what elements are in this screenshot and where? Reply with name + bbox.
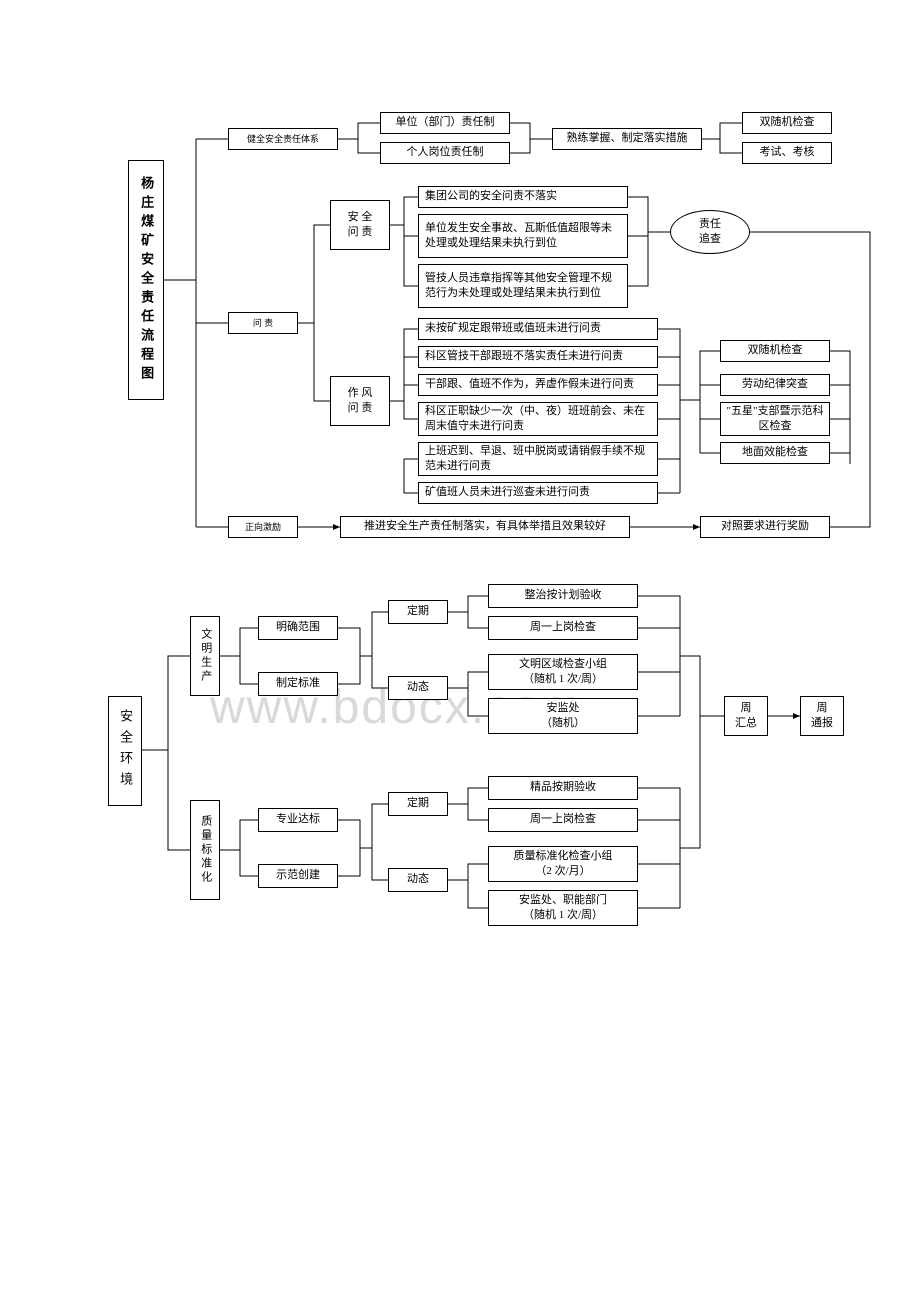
d2-cp1: 整治按计划验收 (488, 584, 638, 608)
d2-qual: 质量标准化 (190, 800, 220, 900)
d1-r3-c: 对照要求进行奖励 (700, 516, 830, 538)
d1-r1-c: 熟练掌握、制定落实措施 (552, 128, 702, 150)
d2-cp2: 周一上岗检查 (488, 616, 638, 640)
d1-r-r2: 劳动纪律突查 (720, 374, 830, 396)
d1-r1-a: 健全安全责任体系 (228, 128, 338, 150)
d2-c-dynamic: 动态 (388, 676, 448, 700)
d1-w3: 干部跟、值班不作为，弄虚作假未进行问责 (418, 374, 658, 396)
d1-r3-a: 正向激励 (228, 516, 298, 538)
d2-c-period: 定期 (388, 600, 448, 624)
d2-qp2: 周一上岗检查 (488, 808, 638, 832)
d2-q1: 专业达标 (258, 808, 338, 832)
d1-safety: 安 全 问 责 (330, 200, 390, 250)
d1-r1-b2: 个人岗位责任制 (380, 142, 510, 164)
d1-w4: 科区正职缺少一次（中、夜）班班前会、未在周末值守未进行问责 (418, 402, 658, 436)
d1-r1-d1: 双随机检查 (742, 112, 832, 134)
d2-q-dynamic: 动态 (388, 868, 448, 892)
d1-s1: 集团公司的安全问责不落实 (418, 186, 628, 208)
d1-w1: 未按矿规定跟带班或值班未进行问责 (418, 318, 658, 340)
d1-style: 作 风 问 责 (330, 376, 390, 426)
d1-r-r1: 双随机检查 (720, 340, 830, 362)
d2-cd1: 文明区域检查小组 （随机 1 次/周） (488, 654, 638, 690)
d2-q-period: 定期 (388, 792, 448, 816)
d2-sum: 周 汇总 (724, 696, 768, 736)
d1-r2-a: 问 责 (228, 312, 298, 334)
d2-qd1: 质量标准化检查小组 （2 次/月） (488, 846, 638, 882)
d1-s3: 管技人员违章指挥等其他安全管理不规范行为未处理或处理结果未执行到位 (418, 264, 628, 308)
d2-qd2: 安监处、职能部门 （随机 1 次/周） (488, 890, 638, 926)
d2-q2: 示范创建 (258, 864, 338, 888)
d1-resp: 责任 追查 (670, 210, 750, 254)
d1-r1-d2: 考试、考核 (742, 142, 832, 164)
d2-report: 周 通报 (800, 696, 844, 736)
d1-s2: 单位发生安全事故、瓦斯低值超限等未处理或处理结果未执行到位 (418, 214, 628, 258)
d1-w2: 科区管技干部跟班不落实责任未进行问责 (418, 346, 658, 368)
d2-civ: 文明生产 (190, 616, 220, 696)
d2-qp1: 精品按期验收 (488, 776, 638, 800)
d1-w6: 矿值班人员未进行巡查未进行问责 (418, 482, 658, 504)
d1-r3-b: 推进安全生产责任制落实，有具体举措且效果较好 (340, 516, 630, 538)
d1-root: 杨庄煤矿安全责任流程图 (128, 160, 164, 400)
d2-root: 安全环境 (108, 696, 142, 806)
d1-r-r4: 地面效能检查 (720, 442, 830, 464)
d2-cd2: 安监处 （随机） (488, 698, 638, 734)
d1-w5: 上班迟到、早退、班中脱岗或请销假手续不规范未进行问责 (418, 442, 658, 476)
d1-r1-b1: 单位（部门）责任制 (380, 112, 510, 134)
d1-r-r3: "五星"支部暨示范科区检查 (720, 402, 830, 436)
d2-civ1: 明确范围 (258, 616, 338, 640)
d2-civ2: 制定标准 (258, 672, 338, 696)
